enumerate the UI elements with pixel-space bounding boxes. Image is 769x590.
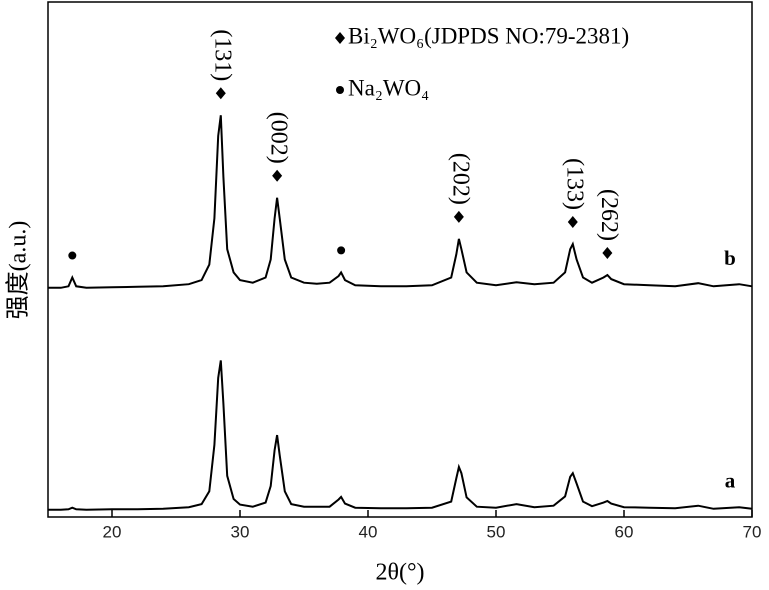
peak-label: (133) [561, 158, 587, 210]
xrd-line [48, 115, 752, 287]
x-tick-label: 60 [615, 522, 634, 541]
peak-marker [272, 170, 282, 182]
legend-marker [335, 32, 345, 44]
legend-label: Bi₂WO₆(JDPDS NO:79-2381) [348, 23, 629, 48]
x-tick-label: 30 [231, 522, 250, 541]
x-tick-label: 70 [743, 522, 762, 541]
legend-marker [336, 86, 344, 94]
legend-label: Na₂WO₄ [348, 75, 429, 100]
peak-marker [216, 87, 226, 99]
y-axis-label: 强度(a.u.) [5, 221, 32, 320]
peak-marker [568, 216, 578, 228]
peak-marker [337, 246, 345, 254]
chart: 2θ(°) 强度(a.u.) 20 30 40 50 60 70 a b (131) (002) (… [0, 0, 769, 590]
xrd-line [48, 360, 752, 509]
peak-marker [602, 247, 612, 259]
peak-label: (202) [447, 153, 473, 205]
peak-marker [68, 252, 76, 260]
x-tick-label: 20 [103, 522, 122, 541]
series-label: b [724, 246, 736, 270]
x-tick-label: 50 [487, 522, 506, 541]
series-label: a [725, 469, 736, 493]
peak-label: (131) [209, 29, 235, 81]
peak-marker [454, 211, 464, 223]
x-tick-label: 40 [359, 522, 378, 541]
x-axis-label: 2θ(°) [375, 560, 424, 586]
peak-label: (002) [266, 112, 292, 164]
peak-label: (262) [596, 189, 622, 241]
